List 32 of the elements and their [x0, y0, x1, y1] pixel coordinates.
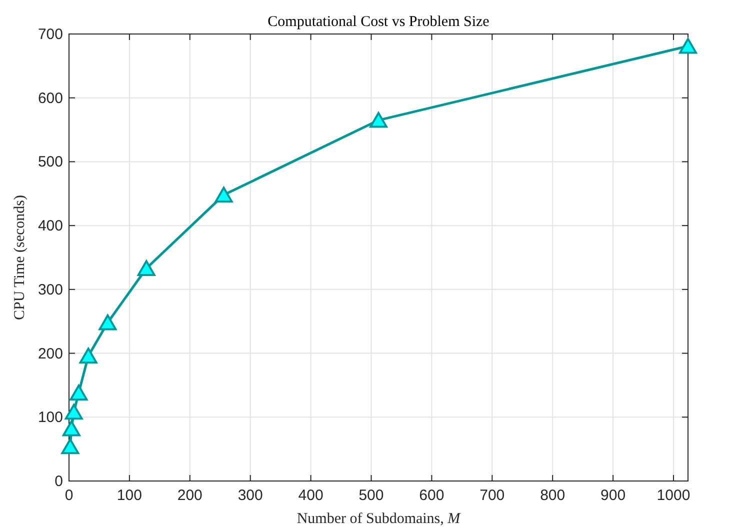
point	[370, 112, 388, 128]
x-tick-label: 600	[419, 487, 444, 504]
point	[679, 38, 697, 54]
point	[70, 384, 88, 400]
point	[137, 260, 156, 276]
point	[64, 404, 83, 420]
x-tick-label: 1000	[656, 487, 690, 504]
y-tick-label: 500	[38, 154, 63, 171]
y-tick-label: 100	[38, 409, 63, 426]
x-tick-label: 700	[480, 487, 505, 504]
x-tick-label: 900	[600, 487, 626, 504]
y-tick-label: 400	[38, 218, 63, 235]
chart-title: Computational Cost vs Problem Size	[268, 14, 490, 30]
y-tick-label: 700	[38, 26, 63, 43]
x-tick-label: 800	[540, 487, 566, 504]
x-tick-label: 0	[64, 487, 74, 504]
x-tick-label: 300	[238, 487, 263, 504]
y-tick-label: 300	[38, 281, 63, 298]
point	[98, 314, 117, 330]
x-tick-label: 100	[116, 487, 142, 504]
point	[62, 420, 80, 436]
point	[214, 186, 233, 203]
y-tick-label: 200	[38, 345, 63, 362]
y-tick-label: 0	[54, 473, 63, 490]
point	[61, 438, 80, 454]
x-tick-label: 400	[298, 487, 324, 504]
y-axis-title: CPU Time (seconds)	[12, 194, 28, 320]
x-tick-label: 200	[177, 487, 202, 504]
x-axis-title: Number of Subdomains, M	[296, 511, 462, 527]
x-tick-label: 500	[358, 487, 384, 504]
point	[79, 348, 98, 364]
y-tick-label: 600	[38, 90, 63, 107]
